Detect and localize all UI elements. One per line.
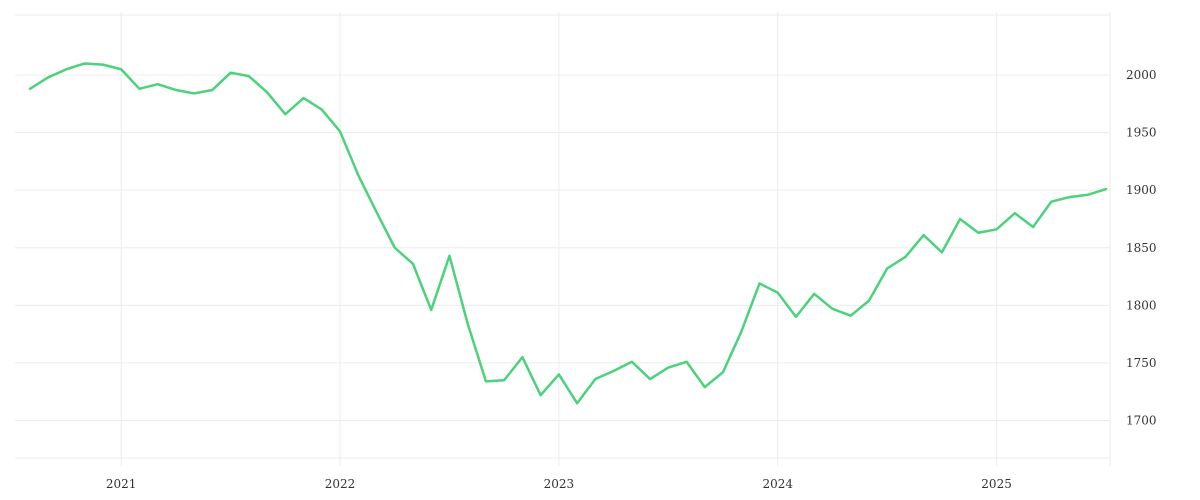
data-point <box>392 245 397 250</box>
data-point <box>410 261 415 266</box>
y-tick-label: 1800 <box>1126 298 1157 312</box>
data-point <box>593 377 598 382</box>
data-point <box>556 372 561 377</box>
x-tick-label: 2024 <box>762 477 793 491</box>
data-point <box>976 230 981 235</box>
data-point <box>82 61 87 66</box>
data-point <box>246 74 251 79</box>
data-point <box>866 298 871 303</box>
y-tick-label: 1850 <box>1126 241 1157 255</box>
data-point <box>429 307 434 312</box>
data-point <box>356 173 361 178</box>
data-point <box>1085 192 1090 197</box>
data-point <box>1031 225 1036 230</box>
y-tick-label: 1700 <box>1126 414 1157 428</box>
data-point <box>939 250 944 255</box>
data-point <box>1049 199 1054 204</box>
data-point <box>28 86 33 91</box>
data-point <box>374 210 379 215</box>
data-point <box>812 291 817 296</box>
x-tick-label: 2023 <box>544 477 575 491</box>
data-point <box>155 82 160 87</box>
data-point <box>1104 187 1109 192</box>
data-point <box>520 355 525 360</box>
data-point <box>319 107 324 112</box>
data-point <box>173 87 178 92</box>
data-point <box>793 314 798 319</box>
data-point <box>210 87 215 92</box>
data-point <box>338 129 343 134</box>
data-point <box>721 370 726 375</box>
data-point <box>538 393 543 398</box>
data-point <box>848 313 853 318</box>
data-point <box>100 62 105 67</box>
y-tick-label: 1900 <box>1126 183 1157 197</box>
data-point <box>301 96 306 101</box>
data-point <box>958 216 963 221</box>
data-point <box>228 70 233 75</box>
series-line <box>28 62 1108 405</box>
data-point <box>447 253 452 258</box>
data-point <box>775 290 780 295</box>
data-point <box>921 233 926 238</box>
y-tick-label: 2000 <box>1126 68 1157 82</box>
x-tick-label: 2022 <box>325 477 356 491</box>
data-point <box>666 365 671 370</box>
data-point <box>1012 211 1017 216</box>
series-group <box>28 61 1109 406</box>
data-point <box>192 91 197 96</box>
data-point <box>757 281 762 286</box>
x-tick-label: 2025 <box>981 477 1012 491</box>
y-tick-label: 1950 <box>1126 126 1157 140</box>
y-axis: 1700 1750 1800 1850 1900 1950 2000 <box>1126 68 1157 428</box>
data-point <box>648 377 653 382</box>
data-point <box>830 306 835 311</box>
data-point <box>64 67 69 72</box>
x-tick-label: 2021 <box>106 477 137 491</box>
data-point <box>629 359 634 364</box>
y-tick-label: 1750 <box>1126 356 1157 370</box>
data-point <box>1067 195 1072 200</box>
data-point <box>575 401 580 406</box>
data-point <box>702 385 707 390</box>
data-point <box>994 227 999 232</box>
x-axis: 2021 2022 2023 2024 2025 <box>106 477 1012 491</box>
data-point <box>46 75 51 80</box>
data-point <box>502 378 507 383</box>
data-point <box>611 368 616 373</box>
data-point <box>903 254 908 259</box>
data-point <box>283 112 288 117</box>
data-point <box>684 359 689 364</box>
data-point <box>265 90 270 95</box>
data-point <box>483 379 488 384</box>
data-point <box>739 329 744 334</box>
data-point <box>119 67 124 72</box>
grid <box>15 12 1111 466</box>
data-point <box>465 321 470 326</box>
data-point <box>885 266 890 271</box>
data-point <box>137 86 142 91</box>
